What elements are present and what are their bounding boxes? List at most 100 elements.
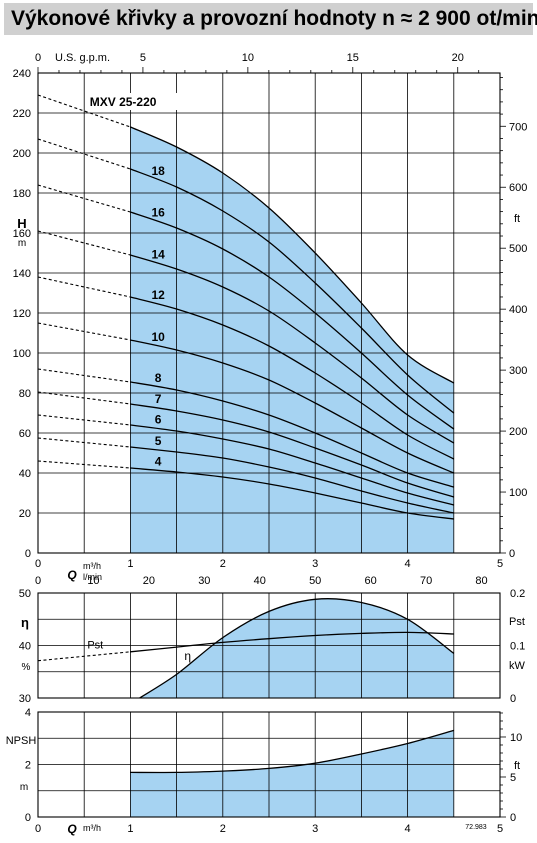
y-tick-label: 180 [13, 188, 31, 200]
curve-label: 12 [151, 288, 165, 302]
power-curve [130, 631, 454, 653]
y2-axis-label: ft [514, 760, 520, 772]
head-curve [130, 296, 455, 460]
y2-tick-label: 0.2 [510, 588, 525, 600]
y-tick-label: 160 [13, 228, 31, 240]
x-tick-label: 2 [220, 558, 226, 570]
x-top-tick-label: 5 [140, 52, 146, 64]
y-tick-label: 40 [19, 468, 31, 480]
x-lmin-tick-label: 10 [87, 575, 99, 587]
power-curve-dashed [37, 651, 131, 662]
head-curve [130, 168, 455, 414]
head-curve-dashed [37, 437, 131, 448]
npsh-axis-unit: m [20, 782, 28, 793]
y-tick-label: 240 [13, 68, 31, 80]
head-curve [130, 339, 455, 474]
x-tick-label: 1 [127, 558, 133, 570]
curve-label: 7 [155, 392, 162, 406]
curve-label: 4 [155, 454, 162, 468]
q-unit-lmin: l/min [83, 572, 102, 582]
x-tick-label: 4 [405, 823, 411, 835]
figure-code: 72.983 [465, 824, 487, 831]
head-curve-dashed [37, 276, 131, 298]
y2-tick-label: 100 [509, 487, 527, 499]
curve-label: 6 [155, 413, 162, 427]
head-curve [130, 381, 454, 488]
y-tick-label: 0 [25, 812, 31, 824]
y2-tick-label: 0 [509, 548, 515, 560]
x-axis-label: Q [67, 822, 77, 836]
model-label: MXV 25-220 [90, 95, 157, 109]
x-top-tick-label: 0 [35, 52, 41, 64]
x-tick-label: 4 [405, 558, 411, 570]
pst-axis-unit: kW [509, 660, 526, 672]
x-axis-unit: m³/h [83, 823, 101, 833]
y2-tick-label: 200 [509, 426, 527, 438]
y-tick-label: 100 [13, 348, 31, 360]
y2-tick-label: 0 [510, 812, 516, 824]
x-top-tick-label: 15 [347, 52, 359, 64]
head-curve-dashed [37, 460, 131, 469]
head-curve [130, 403, 454, 498]
head-curve-dashed [37, 414, 131, 426]
y-tick-label: 4 [25, 707, 31, 719]
npsh-curve [130, 729, 454, 774]
power-curve-label: Pst [87, 639, 103, 651]
head-curve-dashed [37, 391, 131, 405]
head-curve-dashed [37, 322, 131, 341]
x-tick-label: 0 [35, 823, 41, 835]
x-lmin-tick-label: 30 [198, 575, 210, 587]
npsh-area [130, 730, 454, 817]
y2-tick-label: 0 [510, 693, 516, 705]
y-axis-unit: m [18, 238, 26, 249]
head-curve [130, 211, 455, 430]
x-tick-label: 5 [497, 558, 503, 570]
y-tick-label: 60 [19, 428, 31, 440]
curve-label: 8 [155, 371, 162, 385]
x-lmin-tick-label: 0 [35, 575, 41, 587]
x-lmin-tick-label: 80 [475, 575, 487, 587]
x-tick-label: 2 [220, 823, 226, 835]
y-tick-label: 0 [25, 548, 31, 560]
head-curve-dashed [37, 230, 131, 256]
curve-label: 16 [151, 206, 165, 220]
y2-tick-label: 10 [510, 732, 522, 744]
curve-label: 14 [151, 247, 165, 261]
eta-axis-unit: % [22, 662, 31, 673]
y-tick-label: 30 [19, 693, 31, 705]
x-lmin-tick-label: 40 [254, 575, 266, 587]
y-tick-label: 20 [19, 508, 31, 520]
efficiency-area [139, 598, 454, 698]
y-tick-label: 50 [19, 588, 31, 600]
x-top-tick-label: 20 [452, 52, 464, 64]
model-label-bg [87, 93, 178, 110]
x-top-axis-label: U.S. g.p.m. [55, 52, 110, 64]
y2-tick-label: 500 [509, 243, 527, 255]
x-tick-label: 3 [312, 823, 318, 835]
y2-tick-label: 600 [509, 182, 527, 194]
head-curve [130, 446, 454, 514]
x-lmin-tick-label: 70 [420, 575, 432, 587]
curve-label: 18 [151, 164, 165, 178]
q-unit-m3h: m³/h [83, 561, 101, 571]
x-lmin-tick-label: 20 [143, 575, 155, 587]
plot-frame-efficiency [37, 592, 501, 699]
y2-tick-label: 0.1 [510, 641, 525, 653]
x-lmin-tick-label: 50 [309, 575, 321, 587]
curve-label: 10 [151, 330, 165, 344]
y2-tick-label: 700 [509, 121, 527, 133]
y-tick-label: 80 [19, 388, 31, 400]
x-top-tick-label: 10 [242, 52, 254, 64]
head-curve [130, 424, 454, 506]
pst-axis-label: Pst [509, 616, 525, 628]
plot-frame-npsh [37, 711, 501, 818]
x-lmin-tick-label: 60 [365, 575, 377, 587]
npsh-axis-label: NPSH [6, 735, 37, 747]
x-tick-label: 0 [35, 558, 41, 570]
y-tick-label: 140 [13, 268, 31, 280]
y-tick-label: 220 [13, 108, 31, 120]
efficiency-curve [139, 598, 455, 699]
head-curve-dashed [37, 368, 131, 383]
curve-label: 5 [155, 434, 162, 448]
